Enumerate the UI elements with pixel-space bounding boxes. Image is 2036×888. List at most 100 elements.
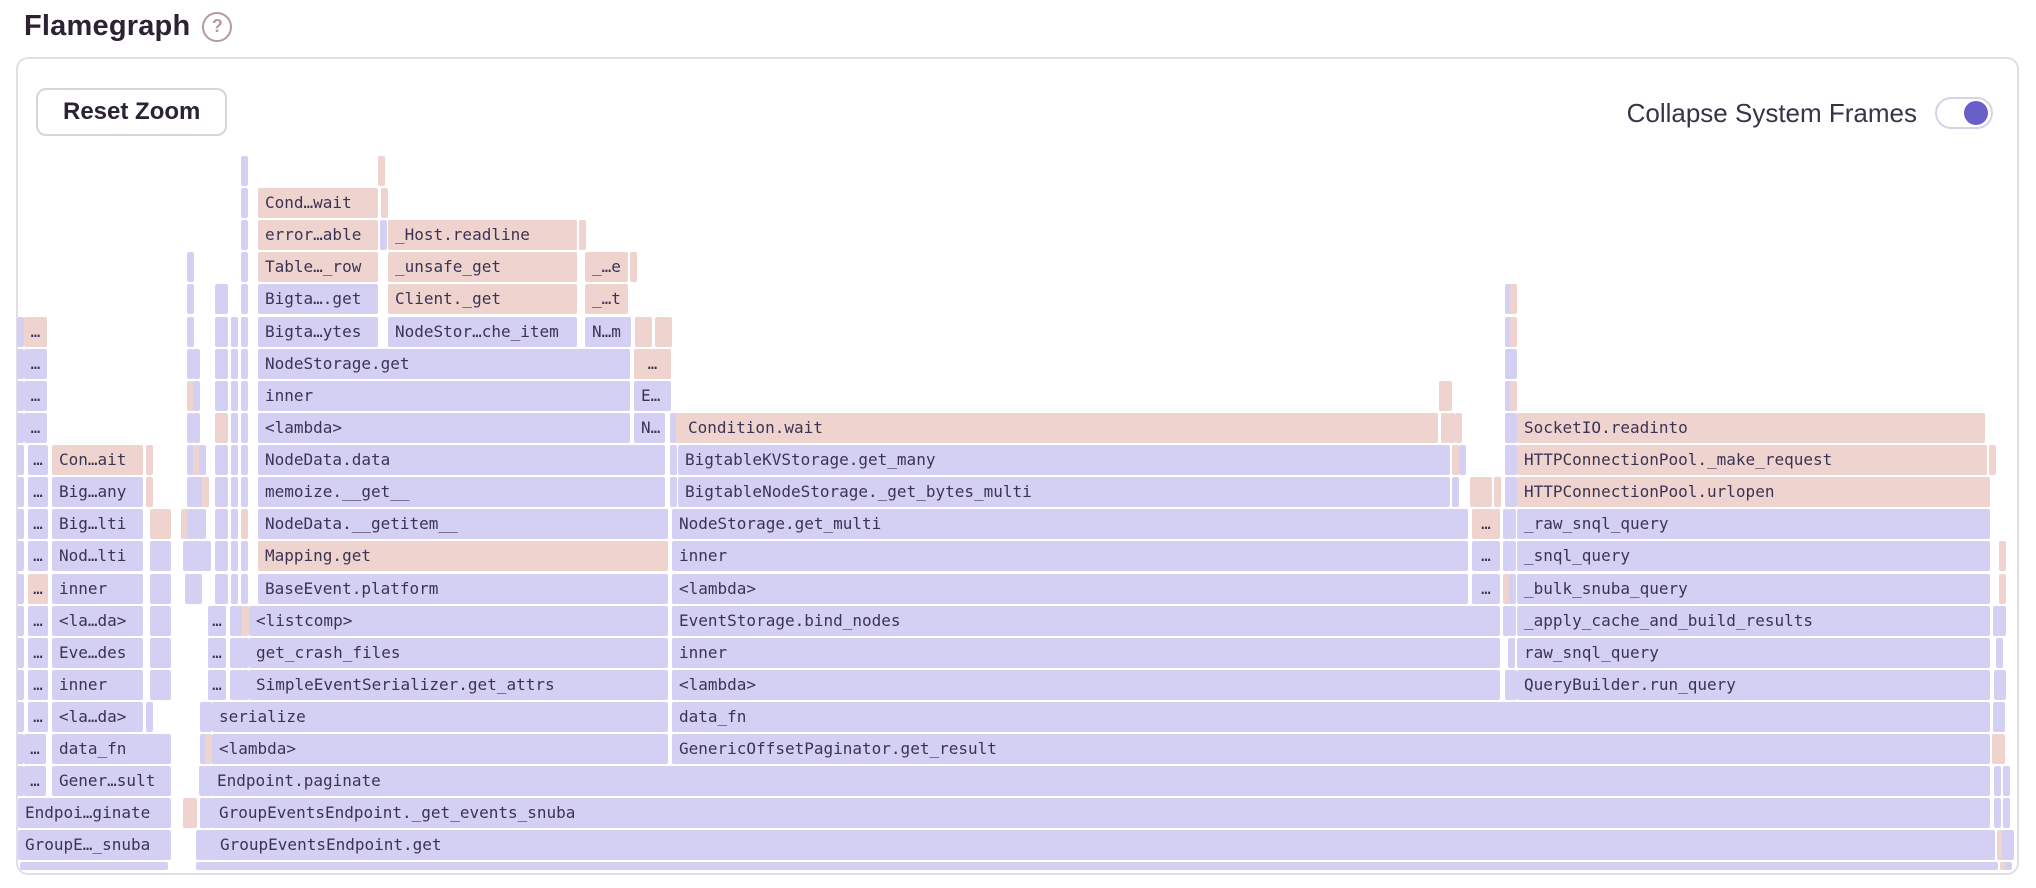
- frame[interactable]: _apply_cache_and_build_results: [1517, 606, 1990, 636]
- frame[interactable]: …: [24, 766, 46, 796]
- frame[interactable]: inner: [52, 574, 143, 604]
- frame[interactable]: _snql_query: [1517, 541, 1990, 571]
- frame[interactable]: BaseEvent.platform: [258, 574, 668, 604]
- frame[interactable]: HTTPConnectionPool._make_request: [1517, 445, 1987, 475]
- frame[interactable]: [2007, 830, 2014, 860]
- frame[interactable]: [17, 317, 24, 347]
- frame[interactable]: [241, 445, 248, 475]
- frame[interactable]: [1999, 670, 2006, 700]
- frame[interactable]: [1989, 445, 1996, 475]
- frame[interactable]: [181, 509, 188, 539]
- frame[interactable]: [150, 606, 171, 636]
- frame[interactable]: [2003, 798, 2010, 828]
- frame[interactable]: [241, 188, 248, 218]
- frame[interactable]: NodeStorage.get: [258, 349, 630, 379]
- frame[interactable]: Bigta….get: [258, 284, 378, 314]
- frame[interactable]: E…: [634, 381, 671, 411]
- frame[interactable]: [1994, 798, 2001, 828]
- frame[interactable]: [1505, 445, 1512, 475]
- frame[interactable]: …: [1472, 574, 1500, 604]
- frame[interactable]: [190, 574, 197, 604]
- frame[interactable]: [236, 670, 243, 700]
- frame[interactable]: [215, 349, 228, 379]
- frame[interactable]: …: [28, 541, 48, 571]
- collapse-system-frames-toggle[interactable]: [1935, 97, 1993, 129]
- frame[interactable]: <la…da>: [52, 606, 143, 636]
- frame[interactable]: [1470, 477, 1492, 507]
- frame[interactable]: [193, 509, 200, 539]
- frame[interactable]: Gener…sult: [52, 766, 171, 796]
- frame[interactable]: [1996, 638, 2003, 668]
- frame[interactable]: [241, 477, 248, 507]
- frame[interactable]: [231, 541, 238, 571]
- frame[interactable]: [1503, 509, 1510, 539]
- frame[interactable]: [241, 349, 248, 379]
- frame[interactable]: [193, 445, 200, 475]
- frame[interactable]: …: [634, 349, 671, 379]
- frame[interactable]: [215, 509, 228, 539]
- frame[interactable]: [1510, 670, 1517, 700]
- frame[interactable]: [1459, 445, 1466, 475]
- frame[interactable]: …: [24, 349, 47, 379]
- frame[interactable]: [17, 541, 24, 571]
- frame[interactable]: …: [208, 638, 226, 668]
- frame[interactable]: [231, 477, 238, 507]
- frame[interactable]: [200, 734, 207, 764]
- frame[interactable]: [2002, 830, 2009, 860]
- frame[interactable]: [150, 638, 171, 668]
- frame[interactable]: [1509, 509, 1516, 539]
- frame[interactable]: [202, 830, 209, 860]
- frame[interactable]: [215, 381, 228, 411]
- frame[interactable]: [204, 766, 211, 796]
- frame[interactable]: …: [28, 606, 48, 636]
- frame[interactable]: [1509, 574, 1516, 604]
- reset-zoom-button[interactable]: Reset Zoom: [36, 88, 228, 136]
- frame[interactable]: [1505, 284, 1512, 314]
- frame[interactable]: Cond…wait: [258, 188, 378, 218]
- frame[interactable]: [20, 862, 168, 870]
- frame[interactable]: [242, 638, 249, 668]
- frame[interactable]: [236, 638, 243, 668]
- frame[interactable]: SimpleEventSerializer.get_attrs: [249, 670, 668, 700]
- frame[interactable]: [231, 317, 238, 347]
- frame[interactable]: [1509, 541, 1516, 571]
- frame[interactable]: [380, 220, 387, 250]
- frame[interactable]: [1503, 541, 1510, 571]
- frame[interactable]: [215, 284, 228, 314]
- frame[interactable]: Big…lti: [52, 509, 143, 539]
- frame[interactable]: memoize.__get__: [258, 477, 665, 507]
- frame[interactable]: [215, 413, 228, 443]
- frame[interactable]: BigtableNodeStorage._get_bytes_multi: [678, 477, 1450, 507]
- frame[interactable]: <la…da>: [52, 702, 143, 732]
- frame[interactable]: …: [28, 445, 48, 475]
- frame[interactable]: [1994, 766, 2001, 796]
- frame[interactable]: …: [24, 381, 47, 411]
- frame[interactable]: [670, 445, 677, 475]
- frame[interactable]: [242, 670, 249, 700]
- frame[interactable]: [195, 574, 202, 604]
- frame[interactable]: NodeStorage.get_multi: [672, 509, 1468, 539]
- frame[interactable]: GroupEventsEndpoint._get_events_snuba: [212, 798, 1990, 828]
- frame[interactable]: [241, 252, 248, 282]
- frame[interactable]: [187, 381, 194, 411]
- frame[interactable]: [199, 766, 206, 796]
- frame[interactable]: Con…ait: [52, 445, 143, 475]
- frame[interactable]: [2005, 862, 2012, 870]
- frame[interactable]: [2003, 766, 2010, 796]
- frame[interactable]: [231, 381, 238, 411]
- frame[interactable]: [1993, 606, 2000, 636]
- frame[interactable]: [215, 574, 228, 604]
- frame[interactable]: [150, 574, 171, 604]
- frame[interactable]: [241, 541, 248, 571]
- frame[interactable]: inner: [672, 638, 1500, 668]
- frame[interactable]: [187, 445, 194, 475]
- frame[interactable]: [1999, 574, 2006, 604]
- frame[interactable]: [17, 766, 24, 796]
- frame[interactable]: [146, 445, 153, 475]
- frame[interactable]: [205, 702, 212, 732]
- frame[interactable]: [1452, 445, 1459, 475]
- frame[interactable]: [231, 349, 238, 379]
- frame[interactable]: [1510, 413, 1517, 443]
- frame[interactable]: Endpoi…ginate: [18, 798, 171, 828]
- frame[interactable]: [381, 188, 388, 218]
